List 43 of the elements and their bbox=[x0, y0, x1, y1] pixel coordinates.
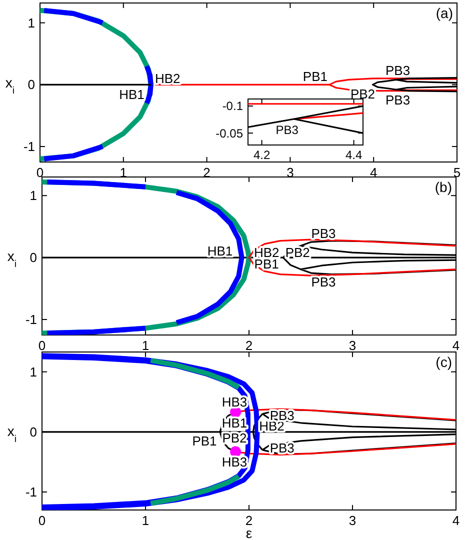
x-tick-label: 4 bbox=[370, 165, 378, 180]
x-axis-title: ε bbox=[246, 525, 252, 540]
y-axis-title: x$_{i}$ bbox=[5, 74, 15, 96]
x-tick-label: 1 bbox=[142, 513, 150, 528]
annotation: PB3 bbox=[385, 62, 410, 78]
x-tick-label: 2 bbox=[245, 513, 253, 528]
annotation: PB3 bbox=[311, 226, 336, 241]
y-tick-label: -0.05 bbox=[216, 126, 244, 140]
annotation: PB3 bbox=[276, 123, 299, 138]
annotation: PB1 bbox=[302, 69, 328, 84]
x-tick-label: 3 bbox=[348, 338, 356, 353]
x-tick-label: 4.2 bbox=[253, 148, 270, 162]
annotation: HB2 bbox=[154, 71, 180, 86]
chart-title: (b) bbox=[434, 179, 452, 195]
y-tick-label: 1 bbox=[30, 188, 37, 204]
annotation: PB3 bbox=[385, 92, 410, 108]
x-tick-label: 4 bbox=[452, 513, 460, 528]
chart-title: (a) bbox=[436, 5, 453, 21]
line-series bbox=[248, 238, 456, 276]
annotation: HB1 bbox=[207, 243, 233, 258]
x-tick-label: 1 bbox=[142, 338, 150, 353]
y-tick-label: 1 bbox=[30, 364, 37, 380]
y-tick-label: -1 bbox=[25, 312, 37, 328]
annotation: PB1 bbox=[192, 433, 217, 448]
y-tick-label: -1 bbox=[23, 139, 35, 154]
y-axis-title: x$_{i}$ bbox=[7, 248, 17, 270]
annotation: PB2 bbox=[285, 245, 310, 260]
x-tick-label: 4 bbox=[452, 338, 460, 353]
annotation: PB2 bbox=[350, 86, 376, 102]
x-tick-label: 2 bbox=[245, 338, 253, 353]
y-axis-title: x$_{i}$ bbox=[7, 422, 17, 444]
x-tick-label: 5 bbox=[453, 165, 461, 180]
x-tick-label: 3 bbox=[348, 513, 356, 528]
y-tick-label: 0 bbox=[28, 77, 35, 92]
y-tick-label: -0.1 bbox=[222, 99, 244, 114]
annotation: HB1 bbox=[119, 87, 144, 102]
chart-title: (c) bbox=[436, 354, 452, 370]
y-tick-label: 0 bbox=[30, 424, 37, 440]
y-tick-label: -1 bbox=[25, 484, 37, 500]
y-tick-label: 1 bbox=[28, 15, 35, 30]
x-tick-label: 4.4 bbox=[345, 148, 362, 162]
y-tick-label: 0 bbox=[30, 250, 37, 266]
annotation: PB3 bbox=[311, 274, 336, 290]
